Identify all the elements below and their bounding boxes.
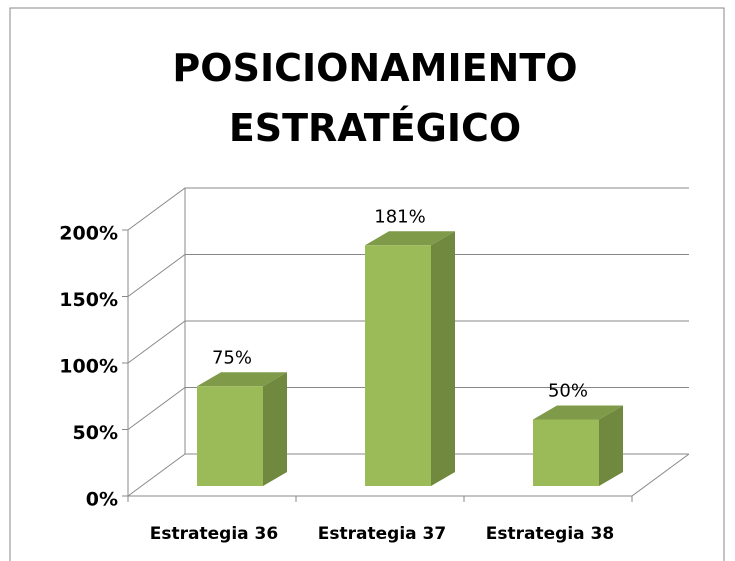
y-tick-label: 50% bbox=[73, 422, 118, 444]
x-tick-label: Estrategia 36 bbox=[150, 524, 278, 544]
bar-top bbox=[365, 231, 455, 246]
bar-front bbox=[197, 386, 263, 486]
bar-front bbox=[533, 419, 599, 486]
y-tick-label: 150% bbox=[59, 289, 118, 311]
x-tick-label: Estrategia 37 bbox=[318, 524, 446, 544]
chart-title: POSICIONAMIENTO ESTRATÉGICO bbox=[172, 46, 578, 150]
bar bbox=[197, 372, 287, 486]
grid-line bbox=[127, 387, 689, 430]
grid-line bbox=[127, 320, 689, 364]
x-tick-label: Estrategia 38 bbox=[486, 524, 614, 544]
y-tick-label: 0% bbox=[86, 489, 118, 511]
y-tick-label: 200% bbox=[59, 223, 118, 245]
value-label: 50% bbox=[548, 381, 588, 402]
value-label: 75% bbox=[212, 347, 252, 368]
bar-side bbox=[599, 405, 623, 486]
bar-top bbox=[533, 405, 623, 420]
bar-side bbox=[263, 372, 287, 486]
chart-border bbox=[9, 7, 725, 561]
grid-line bbox=[127, 453, 689, 497]
bar-front bbox=[365, 245, 431, 486]
grid-line bbox=[127, 254, 689, 297]
bar bbox=[365, 231, 455, 486]
bar bbox=[533, 405, 623, 486]
y-tick-label: 100% bbox=[59, 356, 118, 378]
grid-line bbox=[127, 187, 689, 231]
bar-top bbox=[197, 372, 287, 387]
bar-side bbox=[431, 231, 455, 486]
value-label: 181% bbox=[374, 206, 425, 227]
